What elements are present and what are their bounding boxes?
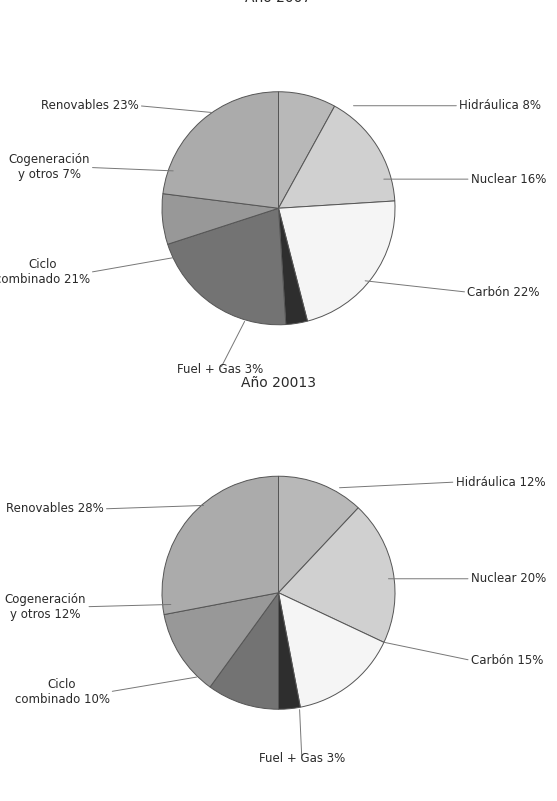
Wedge shape (164, 593, 278, 687)
Text: Fuel + Gas 3%: Fuel + Gas 3% (258, 751, 345, 765)
Text: Nuclear 20%: Nuclear 20% (471, 572, 546, 586)
Text: Carbón 15%: Carbón 15% (471, 654, 543, 666)
Title: Año 20013: Año 20013 (241, 376, 316, 389)
Wedge shape (162, 194, 278, 244)
Text: Cogeneración
y otros 12%: Cogeneración y otros 12% (5, 593, 86, 621)
Text: Nuclear 16%: Nuclear 16% (471, 173, 546, 186)
Text: Fuel + Gas 3%: Fuel + Gas 3% (177, 363, 263, 376)
Wedge shape (278, 92, 335, 208)
Title: Año 2007: Año 2007 (246, 0, 311, 5)
Text: Renovables 23%: Renovables 23% (41, 99, 139, 112)
Wedge shape (278, 477, 358, 593)
Wedge shape (162, 477, 278, 614)
Text: Hidráulica 8%: Hidráulica 8% (459, 99, 541, 112)
Wedge shape (278, 107, 395, 208)
Text: Renovables 28%: Renovables 28% (6, 502, 104, 515)
Wedge shape (168, 208, 286, 324)
Text: Ciclo
combinado 21%: Ciclo combinado 21% (0, 259, 90, 286)
Text: Cogeneración
y otros 7%: Cogeneración y otros 7% (8, 154, 90, 182)
Wedge shape (278, 593, 300, 709)
Text: Carbón 22%: Carbón 22% (467, 286, 540, 299)
Wedge shape (278, 593, 384, 707)
Wedge shape (278, 508, 395, 642)
Wedge shape (278, 208, 307, 324)
Wedge shape (278, 201, 395, 321)
Wedge shape (210, 593, 278, 709)
Text: Hidráulica 12%: Hidráulica 12% (456, 476, 545, 489)
Text: Ciclo
combinado 10%: Ciclo combinado 10% (14, 678, 110, 706)
Wedge shape (163, 92, 278, 208)
